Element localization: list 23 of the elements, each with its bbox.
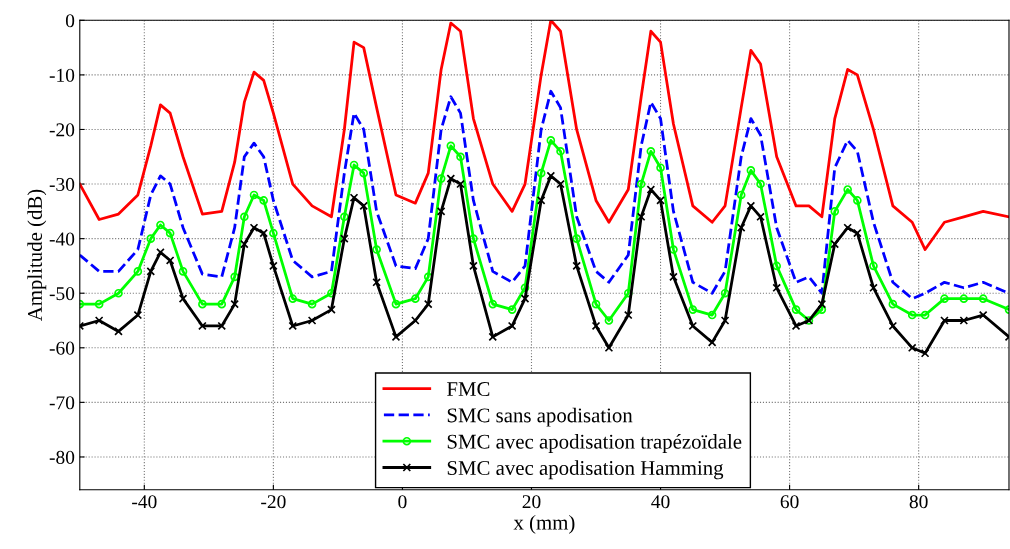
legend-label: SMC sans apodisation (447, 407, 633, 427)
y-tick-label: -40 (49, 232, 75, 246)
y-tick-label: 0 (65, 14, 75, 28)
y-tick-label: -10 (49, 68, 75, 82)
x-tick-label: 80 (909, 495, 928, 509)
y-tick-label: -20 (49, 123, 75, 137)
legend-label: SMC avec apodisation Hamming (447, 460, 724, 480)
y-tick-label: -50 (49, 287, 75, 301)
line-series (79, 89, 1009, 301)
legend-label: SMC avec apodisation trapézoïdale (447, 434, 742, 453)
legend-label: FMC (447, 382, 490, 397)
y-tick-label: -30 (49, 177, 75, 191)
y-tick-label: -80 (49, 450, 75, 464)
x-tick-label: 40 (651, 495, 670, 509)
x-tick-label: -40 (132, 495, 157, 509)
x-tick-label: -20 (261, 495, 286, 509)
y-axis-title: Amplitude (dB) (27, 189, 47, 322)
x-tick-label: 60 (780, 495, 799, 509)
x-tick-label: 0 (398, 495, 407, 509)
y-tick-label: -60 (49, 341, 75, 355)
x-axis-title: x (mm) (513, 514, 575, 534)
x-tick-label: 20 (522, 495, 541, 509)
y-tick-label: -70 (49, 396, 75, 410)
